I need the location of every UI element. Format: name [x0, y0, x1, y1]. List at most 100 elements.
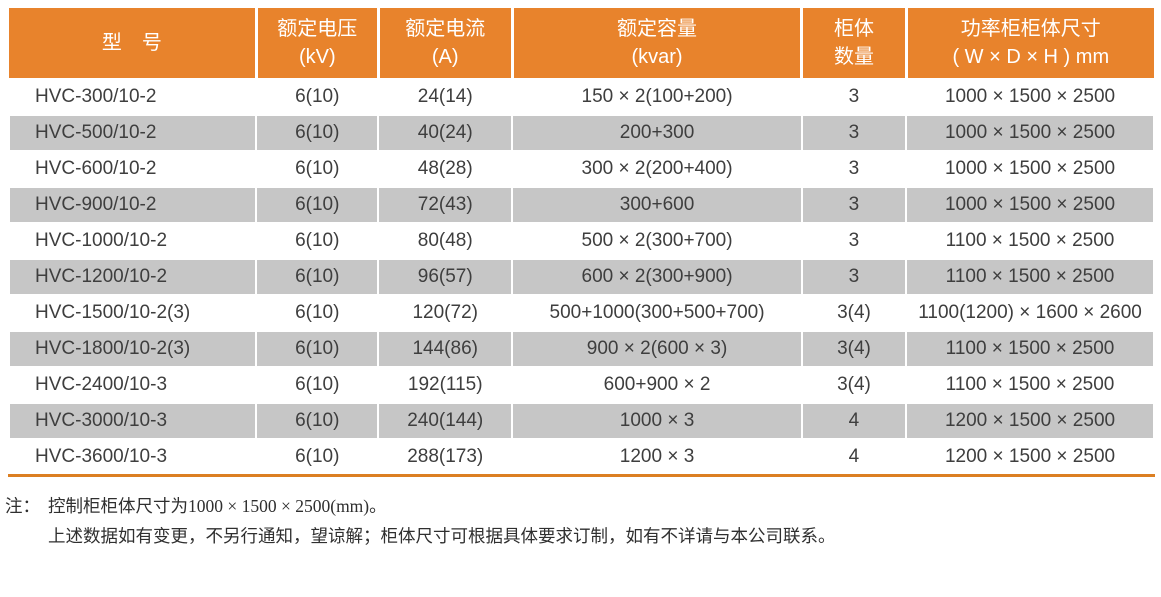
cell-rated-voltage: 6(10) [255, 330, 380, 368]
spec-table: 型 号 额定电压 (kV) 额定电流 (A) 额定容量 (kvar) 柜体 数量… [7, 8, 1155, 477]
note-line-1: 注： 控制柜柜体尺寸为1000 × 1500 × 2500(mm)。 [5, 491, 1161, 521]
cell-dimensions: 1000 × 1500 × 2500 [905, 114, 1155, 152]
cell-model: HVC-3000/10-3 [7, 402, 258, 440]
header-cabinet-count-label: 柜体 [833, 17, 874, 40]
header-rated-voltage-label: 额定电压 [277, 17, 358, 40]
header-dimensions: 功率柜柜体尺寸 ( W × D × H ) mm [904, 8, 1154, 81]
cell-cabinet-count: 4 [800, 438, 908, 476]
cell-model: HVC-2400/10-3 [7, 366, 258, 404]
cell-rated-capacity: 1200 × 3 [511, 438, 803, 476]
header-row: 型 号 额定电压 (kV) 额定电流 (A) 额定容量 (kvar) 柜体 数量… [9, 8, 1154, 81]
header-rated-capacity-label: 额定容量 [617, 17, 698, 40]
cell-rated-capacity: 300 × 2(200+400) [511, 150, 803, 188]
cell-rated-capacity: 150 × 2(100+200) [511, 78, 803, 116]
cell-cabinet-count: 4 [800, 402, 908, 440]
cell-rated-voltage: 6(10) [255, 222, 380, 260]
cell-rated-capacity: 600 × 2(300+900) [511, 258, 803, 296]
cell-rated-current: 72(43) [377, 186, 514, 224]
cell-dimensions: 1100 × 1500 × 2500 [905, 222, 1155, 260]
table-row: HVC-1500/10-2(3) 6(10) 120(72) 500+1000(300… [7, 294, 1155, 332]
cell-cabinet-count: 3(4) [800, 330, 908, 368]
cell-cabinet-count: 3 [800, 78, 908, 116]
cell-dimensions: 1000 × 1500 × 2500 [905, 150, 1155, 188]
cell-rated-capacity: 500 × 2(300+700) [511, 222, 803, 260]
cell-model: HVC-1800/10-2(3) [7, 330, 258, 368]
cell-rated-current: 120(72) [377, 294, 514, 332]
cell-rated-voltage: 6(10) [255, 402, 380, 440]
cell-rated-current: 240(144) [377, 402, 514, 440]
note-line-2: 上述数据如有变更，不另行通知，望谅解；柜体尺寸可根据具体要求订制，如有不详请与本… [48, 525, 836, 546]
table-body: HVC-300/10-2 6(10) 24(14) 150 × 2(100+200) 3… [7, 78, 1155, 476]
header-cabinet-count-label2: 数量 [833, 45, 874, 68]
header-model: 型 号 [9, 8, 257, 81]
cell-cabinet-count: 3 [800, 150, 908, 188]
cell-rated-current: 96(57) [377, 258, 514, 296]
table-row: HVC-1200/10-2 6(10) 96(57) 600 × 2(300+900)… [7, 258, 1155, 296]
header-rated-capacity-unit: (kvar) [631, 45, 683, 68]
cell-dimensions: 1100 × 1500 × 2500 [905, 330, 1155, 368]
cell-cabinet-count: 3(4) [800, 366, 908, 404]
header-rated-voltage: 额定电压 (kV) [254, 8, 379, 81]
table-row: HVC-1000/10-2 6(10) 80(48) 500 × 2(300+700)… [7, 222, 1155, 260]
table-row: HVC-500/10-2 6(10) 40(24) 200+300 3 1000 × 15… [7, 114, 1155, 152]
cell-cabinet-count: 3(4) [800, 294, 908, 332]
cell-rated-capacity: 300+600 [511, 186, 803, 224]
cell-cabinet-count: 3 [800, 222, 908, 260]
cell-dimensions: 1100 × 1500 × 2500 [905, 258, 1155, 296]
header-model-label: 型 号 [101, 31, 162, 54]
cell-cabinet-count: 3 [800, 258, 908, 296]
header-rated-capacity: 额定容量 (kvar) [510, 8, 802, 81]
cell-rated-voltage: 6(10) [255, 438, 380, 476]
cell-model: HVC-300/10-2 [7, 78, 258, 116]
cell-rated-voltage: 6(10) [255, 366, 380, 404]
cell-model: HVC-600/10-2 [7, 150, 258, 188]
cell-rated-current: 40(24) [377, 114, 514, 152]
cell-rated-voltage: 6(10) [255, 78, 380, 116]
cell-rated-voltage: 6(10) [255, 114, 380, 152]
table-row: HVC-3000/10-3 6(10) 240(144) 1000 × 3 4 1200 … [7, 402, 1155, 440]
cell-cabinet-count: 3 [800, 114, 908, 152]
table-header: 型 号 额定电压 (kV) 额定电流 (A) 额定容量 (kvar) 柜体 数量… [9, 8, 1154, 81]
cell-rated-current: 48(28) [377, 150, 514, 188]
cell-rated-capacity: 600+900 × 2 [511, 366, 803, 404]
cell-rated-capacity: 200+300 [511, 114, 803, 152]
cell-rated-capacity: 1000 × 3 [511, 402, 803, 440]
header-rated-current: 额定电流 (A) [376, 8, 513, 81]
table-row: HVC-2400/10-3 6(10) 192(115) 600+900 × 2 3(4… [7, 366, 1155, 404]
cell-model: HVC-3600/10-3 [7, 438, 258, 476]
cell-model: HVC-900/10-2 [7, 186, 258, 224]
table-row: HVC-1800/10-2(3) 6(10) 144(86) 900 × 2(600 … [7, 330, 1155, 368]
cell-dimensions: 1100 × 1500 × 2500 [905, 366, 1155, 404]
cell-rated-capacity: 500+1000(300+500+700) [511, 294, 803, 332]
cell-model: HVC-1500/10-2(3) [7, 294, 258, 332]
cell-rated-current: 80(48) [377, 222, 514, 260]
cell-model: HVC-1000/10-2 [7, 222, 258, 260]
cell-cabinet-count: 3 [800, 186, 908, 224]
cell-rated-voltage: 6(10) [255, 150, 380, 188]
table-row: HVC-3600/10-3 6(10) 288(173) 1200 × 3 4 1200 … [7, 438, 1155, 476]
cell-model: HVC-1200/10-2 [7, 258, 258, 296]
cell-dimensions: 1200 × 1500 × 2500 [905, 402, 1155, 440]
cell-rated-voltage: 6(10) [255, 258, 380, 296]
table-row: HVC-900/10-2 6(10) 72(43) 300+600 3 1000 × 15… [7, 186, 1155, 224]
header-cabinet-count: 柜体 数量 [800, 8, 907, 81]
header-rated-current-unit: (A) [431, 45, 459, 68]
cell-rated-current: 288(173) [377, 438, 514, 476]
header-dimensions-unit: ( W × D × H ) mm [952, 45, 1110, 68]
cell-dimensions: 1200 × 1500 × 2500 [905, 438, 1155, 476]
cell-dimensions: 1100(1200) × 1600 × 2600 [905, 294, 1155, 332]
cell-model: HVC-500/10-2 [7, 114, 258, 152]
cell-rated-voltage: 6(10) [255, 294, 380, 332]
table-row: HVC-300/10-2 6(10) 24(14) 150 × 2(100+200) 3… [7, 78, 1155, 116]
cell-dimensions: 1000 × 1500 × 2500 [905, 186, 1155, 224]
table-notes: 注： 控制柜柜体尺寸为1000 × 1500 × 2500(mm)。 上述数据如有… [5, 491, 1161, 551]
table-row: HVC-600/10-2 6(10) 48(28) 300 × 2(200+400) 3… [7, 150, 1155, 188]
cell-rated-current: 144(86) [377, 330, 514, 368]
header-dimensions-label: 功率柜柜体尺寸 [960, 17, 1101, 40]
header-rated-current-label: 额定电流 [405, 17, 486, 40]
cell-rated-capacity: 900 × 2(600 × 3) [511, 330, 803, 368]
note-line-1-text: 控制柜柜体尺寸为1000 × 1500 × 2500(mm)。 [48, 495, 387, 516]
note-prefix: 注： [5, 495, 40, 516]
cell-dimensions: 1000 × 1500 × 2500 [905, 78, 1155, 116]
cell-rated-voltage: 6(10) [255, 186, 380, 224]
